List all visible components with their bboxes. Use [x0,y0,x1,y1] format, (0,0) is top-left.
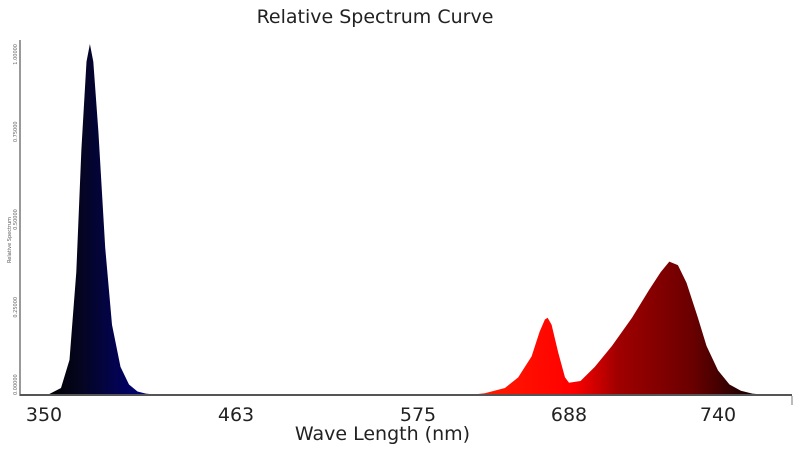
x-tick-label: 463 [217,404,255,426]
y-tick-label: 0.00000 [13,374,19,395]
x-tick-label: 688 [550,404,588,426]
y-tick-label: 0.25000 [13,297,19,318]
y-tick-label: 0.75000 [13,121,19,142]
chart-title: Relative Spectrum Curve [256,6,494,28]
x-tick-label: 575 [399,404,437,426]
y-axis-label: Relative Spectrum [7,217,13,263]
x-tick-label: 740 [699,404,737,426]
x-tick-label: 350 [25,404,63,426]
y-tick-label: 1.00000 [13,44,19,65]
x-axis-label: Wave Length (nm) [294,423,471,445]
y-tick-label: 0.50000 [13,209,19,230]
series-area-red [468,261,767,395]
series-area-uv-blue [47,44,160,395]
